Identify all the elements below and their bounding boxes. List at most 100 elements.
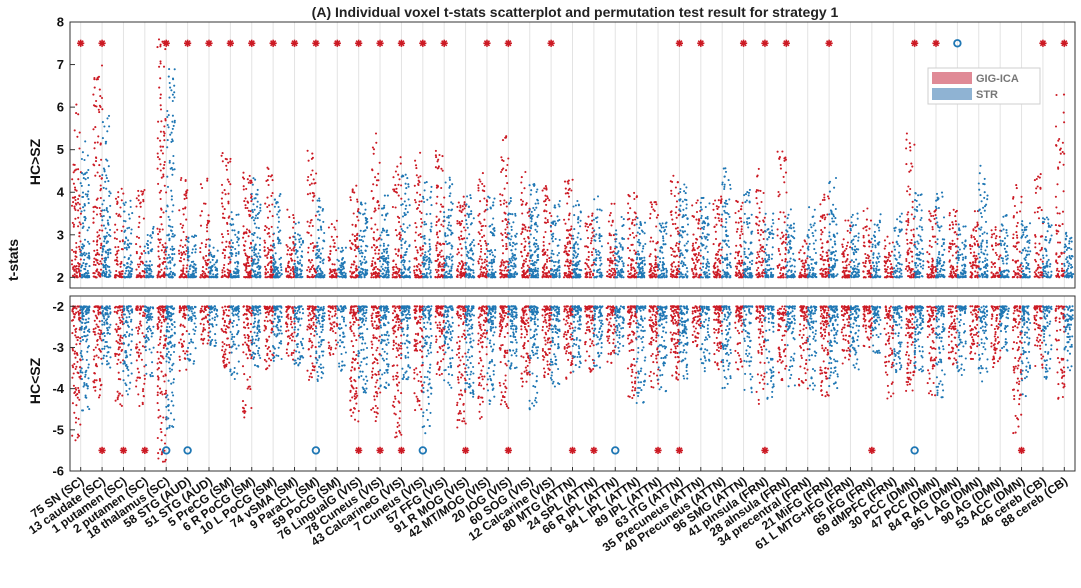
data-point xyxy=(477,384,481,387)
data-point xyxy=(72,372,75,375)
data-point xyxy=(520,181,523,184)
data-point xyxy=(590,342,593,345)
data-point xyxy=(456,219,459,223)
data-point xyxy=(118,338,121,341)
data-point xyxy=(505,245,508,248)
data-point xyxy=(520,372,523,375)
data-point xyxy=(413,316,416,319)
data-point xyxy=(121,240,124,243)
data-point xyxy=(141,332,144,335)
data-point xyxy=(569,259,572,262)
data-point xyxy=(436,324,439,327)
data-point xyxy=(159,45,162,48)
data-point xyxy=(310,173,313,176)
data-point xyxy=(352,411,355,414)
data-point xyxy=(94,327,97,330)
data-point xyxy=(521,200,524,203)
data-point xyxy=(457,201,460,204)
data-point xyxy=(314,270,317,273)
data-point xyxy=(696,199,699,202)
data-point xyxy=(521,203,524,206)
data-point xyxy=(392,332,395,335)
data-point xyxy=(649,263,652,266)
data-point xyxy=(718,243,721,246)
data-point xyxy=(671,270,674,273)
data-point xyxy=(630,263,633,266)
data-point xyxy=(415,268,418,271)
data-point xyxy=(413,198,417,202)
data-point xyxy=(352,309,355,312)
data-point xyxy=(672,174,675,177)
data-point xyxy=(674,255,677,258)
data-point xyxy=(670,305,674,308)
data-point xyxy=(635,234,638,237)
data-point xyxy=(285,275,288,278)
data-point xyxy=(479,239,482,242)
data-point xyxy=(163,257,166,260)
data-point xyxy=(590,251,593,254)
data-point xyxy=(185,218,188,221)
data-point xyxy=(142,388,145,391)
data-point xyxy=(697,222,700,225)
data-point xyxy=(395,383,399,386)
data-point xyxy=(718,248,721,251)
data-point xyxy=(526,211,529,214)
data-point xyxy=(501,343,504,347)
data-point xyxy=(607,305,610,308)
data-point xyxy=(70,204,74,207)
data-point xyxy=(570,308,573,311)
data-point xyxy=(671,374,674,377)
data-point xyxy=(373,244,376,247)
data-point xyxy=(678,360,681,363)
data-point xyxy=(94,174,97,177)
data-point xyxy=(717,321,720,324)
data-point xyxy=(160,249,163,252)
data-point xyxy=(584,343,587,346)
data-point xyxy=(226,229,229,232)
data-point xyxy=(92,210,95,213)
data-point xyxy=(633,389,637,392)
data-point xyxy=(119,206,122,209)
data-point xyxy=(157,238,160,241)
data-point xyxy=(378,249,381,252)
data-point xyxy=(115,212,118,215)
data-point xyxy=(654,261,657,264)
data-point xyxy=(202,310,205,313)
data-point xyxy=(306,179,309,182)
data-point xyxy=(330,223,333,226)
data-point xyxy=(456,401,459,404)
data-point xyxy=(607,220,610,223)
data-point xyxy=(590,310,593,313)
data-point xyxy=(393,305,396,308)
data-point xyxy=(420,225,423,228)
data-point xyxy=(247,209,250,212)
data-point xyxy=(520,316,523,320)
data-point xyxy=(416,373,419,376)
data-point xyxy=(332,239,335,242)
data-point xyxy=(374,385,377,388)
data-point xyxy=(566,311,569,314)
data-point xyxy=(459,317,463,320)
data-point xyxy=(354,225,357,228)
data-point xyxy=(676,378,680,381)
data-point xyxy=(248,264,251,267)
data-point xyxy=(244,276,247,279)
data-point xyxy=(376,362,379,365)
data-point xyxy=(116,390,119,393)
data-point xyxy=(718,308,721,311)
data-point xyxy=(670,253,673,257)
data-point xyxy=(434,321,437,324)
data-point xyxy=(549,230,553,233)
data-point xyxy=(349,321,352,324)
data-point xyxy=(374,391,377,394)
data-point xyxy=(308,323,311,326)
data-point xyxy=(270,194,273,197)
data-point xyxy=(335,219,338,222)
data-point xyxy=(652,322,655,326)
data-point xyxy=(634,269,637,272)
data-point xyxy=(656,332,659,335)
data-point xyxy=(482,324,485,327)
data-point xyxy=(78,245,81,248)
data-point xyxy=(79,207,82,210)
